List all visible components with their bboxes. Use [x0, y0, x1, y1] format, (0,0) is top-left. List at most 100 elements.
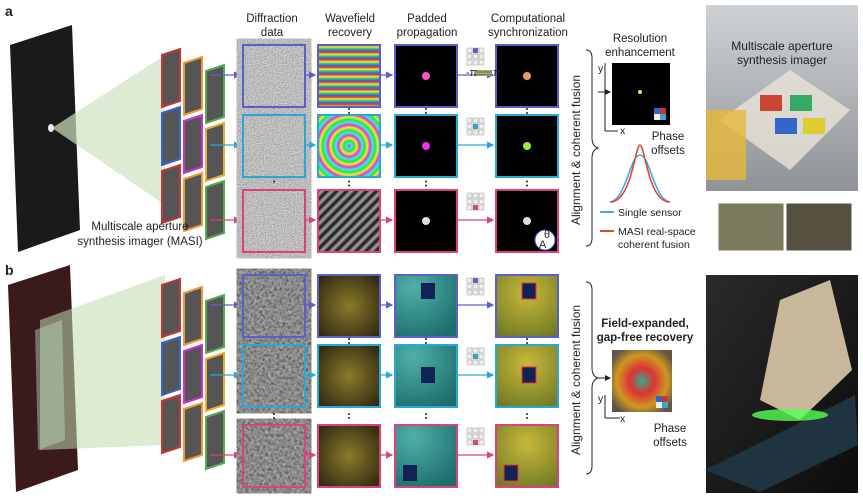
phase-grid — [654, 108, 666, 120]
sensor — [205, 179, 225, 241]
header: data — [261, 27, 284, 39]
phase-max: π — [493, 67, 501, 79]
tile — [317, 114, 381, 178]
sensor-photo — [775, 118, 797, 134]
object — [503, 464, 519, 482]
object — [421, 283, 435, 299]
tile-frame — [242, 114, 306, 178]
ellipsis-dot — [348, 112, 350, 114]
ellipsis-dot — [273, 112, 275, 114]
sensor — [205, 409, 225, 471]
ellipsis-dot — [425, 108, 427, 110]
ellipsis-dot — [526, 338, 528, 340]
phase-cell — [472, 204, 479, 211]
header: Computational — [491, 13, 565, 25]
result-spot — [638, 90, 642, 94]
phase-cell — [478, 47, 485, 54]
ellipsis-dot — [425, 417, 427, 419]
phase-cell — [466, 277, 473, 284]
ellipsis-dot — [425, 184, 427, 187]
phase-offsets: offsets — [653, 437, 687, 449]
overlay-circle — [534, 229, 556, 251]
ellipsis-dot — [526, 180, 528, 183]
device-label: Multiscale aperture — [91, 221, 188, 233]
phase-cell — [478, 129, 485, 136]
panel-label: a — [5, 3, 13, 19]
phase-cell — [478, 204, 485, 211]
ellipsis-dot — [425, 342, 427, 344]
ellipsis-dot — [425, 112, 427, 114]
legend-entry: Single sensor — [618, 207, 682, 219]
phase-cell — [478, 289, 485, 296]
fusion-label: Alignment & coherent fusion — [569, 75, 583, 225]
tile — [317, 274, 381, 338]
fusion-label: Alignment & coherent fusion — [569, 305, 583, 455]
ellipsis-dot — [348, 180, 350, 183]
panel-label: b — [5, 262, 14, 278]
result-title: Resolution — [613, 33, 667, 45]
sensor-array — [161, 47, 225, 241]
sensor — [161, 105, 181, 167]
sensor — [183, 401, 203, 463]
phase-cell — [472, 433, 479, 440]
phase-cell — [466, 283, 473, 290]
sensor — [161, 393, 181, 455]
photo-label: Multiscale aperture — [731, 39, 833, 53]
device-photo — [760, 280, 852, 420]
phase-cell — [472, 347, 479, 354]
header: Diffraction — [246, 13, 298, 25]
phase-cell — [478, 283, 485, 290]
aperture — [48, 124, 54, 132]
light-cone — [52, 55, 165, 205]
tile — [317, 344, 381, 408]
object — [521, 366, 537, 384]
spot — [523, 142, 531, 150]
ellipsis-dot — [526, 417, 528, 419]
phase-offsets: Phase — [652, 131, 685, 143]
sensor — [183, 343, 203, 405]
ellipsis-dot — [348, 108, 350, 110]
sensor — [161, 277, 181, 339]
phase-cell — [472, 192, 479, 199]
phase-cell — [472, 289, 479, 296]
spot — [523, 72, 531, 80]
phase-cell — [466, 433, 473, 440]
tile — [242, 44, 306, 108]
inset-photo — [717, 202, 785, 252]
ellipsis-dot — [273, 417, 275, 419]
axis-label: y — [18, 204, 24, 216]
tile — [242, 114, 306, 178]
phase-min: -π — [466, 67, 478, 79]
tile-frame — [242, 44, 306, 108]
sensor — [161, 163, 181, 225]
ellipsis-dot — [425, 180, 427, 183]
phase-cell — [472, 277, 479, 284]
result-title: Field-expanded, — [601, 318, 689, 330]
axis-label: x — [36, 459, 42, 471]
phase-cell — [478, 427, 485, 434]
tile — [317, 424, 381, 488]
spot — [422, 217, 430, 225]
phase-cell — [472, 283, 479, 290]
phase-cell — [466, 198, 473, 205]
ellipsis-dot — [348, 413, 350, 415]
sensor-photo — [760, 95, 782, 111]
brace — [585, 49, 600, 247]
sensor — [205, 63, 225, 125]
glass-plate — [705, 395, 858, 492]
result-title: gap-free recovery — [597, 332, 694, 344]
sensor-photo — [803, 118, 825, 134]
device-label: synthesis imager (MASI) — [77, 236, 202, 248]
brace — [585, 281, 600, 475]
phase-cell — [478, 439, 485, 446]
header: recovery — [328, 27, 372, 39]
tile-frame — [242, 344, 306, 408]
ellipsis-dot — [425, 413, 427, 415]
ellipsis-dot — [273, 413, 275, 415]
phase-cell — [472, 439, 479, 446]
legend-entry: MASI real-space — [618, 226, 696, 238]
ellipsis-dot — [348, 338, 350, 340]
ellipsis-dot — [273, 342, 275, 344]
tile — [495, 44, 559, 108]
device-photo — [706, 110, 746, 180]
